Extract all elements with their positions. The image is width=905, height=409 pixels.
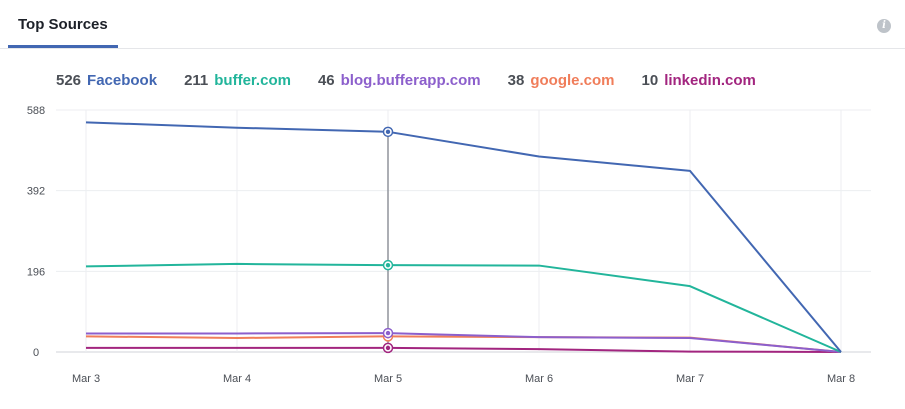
- y-tick-label: 0: [33, 347, 39, 359]
- hover-point: [385, 330, 391, 336]
- tab-bar: Top Sources i: [0, 0, 905, 49]
- legend-value: 211: [184, 72, 209, 89]
- legend-value: 10: [641, 72, 659, 89]
- series-line-google-com: [85, 335, 842, 353]
- legend-name: google.com: [530, 72, 615, 89]
- x-tick-label: Mar 3: [72, 373, 100, 385]
- legend-name: Facebook: [87, 72, 158, 89]
- legend-value: 526: [56, 72, 82, 89]
- y-tick-label: 392: [27, 186, 45, 198]
- x-tick-label: Mar 5: [374, 373, 402, 385]
- x-tick-label: Mar 6: [525, 373, 553, 385]
- legend-name: linkedin.com: [664, 72, 756, 89]
- tab-top-sources[interactable]: Top Sources: [8, 0, 118, 48]
- x-tick-label: Mar 7: [676, 373, 704, 385]
- series-line-blog-bufferapp-com: [86, 332, 842, 353]
- legend-name: blog.bufferapp.com: [340, 72, 481, 89]
- x-tick-label: Mar 4: [223, 373, 251, 385]
- hover-point: [385, 129, 391, 135]
- tab-active-indicator: [8, 45, 118, 48]
- legend-item-linkedin-com[interactable]: 10 linkedin.com: [642, 72, 756, 92]
- legend-item-buffer-com[interactable]: 211 buffer.com: [184, 72, 291, 92]
- hover-point: [385, 262, 391, 268]
- hover-point: [385, 345, 391, 351]
- info-icon[interactable]: i: [877, 19, 891, 33]
- tab-label: Top Sources: [18, 16, 108, 33]
- legend-value: 38: [507, 72, 525, 89]
- y-tick-label: 196: [27, 266, 45, 278]
- x-tick-label: Mar 8: [827, 373, 855, 385]
- legend-name: buffer.com: [214, 72, 291, 89]
- legend-item-blog-bufferapp[interactable]: 46 blog.bufferapp.com: [318, 72, 481, 92]
- series-line-buffer-com: [85, 262, 842, 353]
- legend-item-facebook[interactable]: 526 Facebook: [56, 72, 157, 92]
- chart-legend: 526 Facebook 211 buffer.com 46 blog.buffera…: [56, 72, 783, 92]
- series-line-facebook: [85, 121, 842, 353]
- legend-item-google-com[interactable]: 38 google.com: [508, 72, 615, 92]
- series-line-linkedin-com: [86, 346, 842, 353]
- legend-value: 46: [317, 72, 335, 89]
- y-tick-label: 588: [27, 105, 45, 117]
